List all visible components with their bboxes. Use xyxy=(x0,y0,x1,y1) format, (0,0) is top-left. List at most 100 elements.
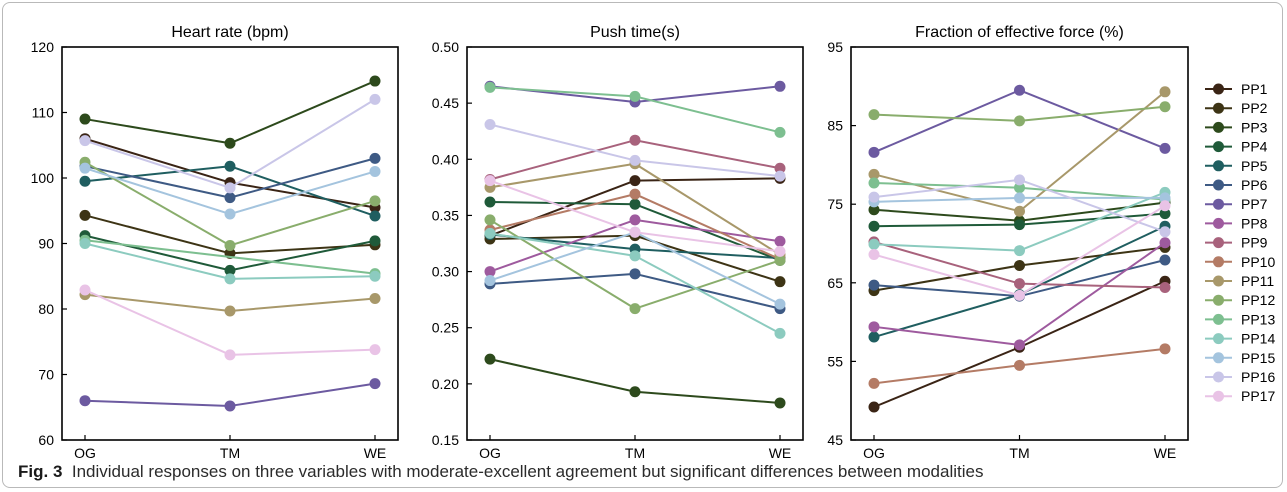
legend-marker xyxy=(1213,352,1224,364)
series-line-segment xyxy=(873,284,1020,298)
data-point xyxy=(224,273,236,285)
legend-label: PP13 xyxy=(1241,311,1275,327)
series-line-segment xyxy=(489,162,636,189)
series-pp8 xyxy=(868,237,1171,351)
series-line-segment xyxy=(229,199,376,247)
series-pp3 xyxy=(79,75,381,149)
data-point xyxy=(774,162,786,174)
y-tick-label: 45 xyxy=(827,432,843,448)
data-point xyxy=(629,386,641,398)
legend-marker xyxy=(1213,333,1224,345)
data-point xyxy=(1159,254,1171,266)
x-tick-label: WE xyxy=(364,445,387,461)
series-line-segment xyxy=(84,293,231,312)
series-line-segment xyxy=(873,325,1020,346)
data-point xyxy=(629,226,641,238)
data-point xyxy=(1014,339,1025,351)
data-point xyxy=(868,279,880,291)
data-point xyxy=(1159,192,1171,204)
data-point xyxy=(79,395,91,407)
series-line-segment xyxy=(489,234,636,241)
series-line-segment xyxy=(634,177,781,182)
series-line-segment xyxy=(634,139,781,170)
series-line-segment xyxy=(84,214,231,255)
data-point xyxy=(774,327,786,339)
series-pp14 xyxy=(484,227,786,339)
series-line-segment xyxy=(873,243,1020,252)
legend-item-pp3: PP3 xyxy=(1205,119,1268,135)
data-point xyxy=(224,349,236,361)
legend-item-pp9: PP9 xyxy=(1205,235,1268,251)
series-pp16 xyxy=(79,93,381,194)
legend-marker xyxy=(1213,237,1224,249)
data-point xyxy=(1014,219,1025,231)
legend-label: PP4 xyxy=(1241,139,1268,155)
series-line-segment xyxy=(229,348,376,356)
data-point xyxy=(484,214,496,226)
series-line-segment xyxy=(1018,91,1166,213)
series-line-segment xyxy=(873,240,1020,285)
y-tick-label: 0.25 xyxy=(432,320,459,336)
data-point xyxy=(369,75,381,87)
chart-title: Heart rate (bpm) xyxy=(171,24,288,41)
legend-label: PP1 xyxy=(1241,81,1268,97)
series-line-segment xyxy=(84,165,231,183)
legend-label: PP3 xyxy=(1241,119,1268,135)
data-point xyxy=(484,118,496,130)
data-point xyxy=(774,298,786,310)
data-point xyxy=(774,80,786,92)
series-pp9 xyxy=(868,236,1171,294)
x-tick-label: OG xyxy=(863,445,885,461)
data-point xyxy=(629,154,641,166)
data-point xyxy=(868,331,880,343)
series-line-segment xyxy=(1019,282,1166,289)
data-point xyxy=(1014,115,1025,127)
data-point xyxy=(369,210,381,222)
series-pp12 xyxy=(868,101,1171,127)
data-point xyxy=(774,170,786,182)
series-line-segment xyxy=(229,297,376,312)
legend-item-pp5: PP5 xyxy=(1205,158,1268,174)
legend-item-pp6: PP6 xyxy=(1205,177,1268,193)
series-line-segment xyxy=(873,223,1020,228)
data-point xyxy=(868,220,880,232)
data-point xyxy=(1159,101,1171,113)
data-point xyxy=(224,182,236,194)
data-point xyxy=(774,397,786,409)
data-point xyxy=(629,175,641,187)
data-point xyxy=(369,293,381,305)
y-tick-label: 0.30 xyxy=(432,264,459,280)
series-line-segment xyxy=(489,231,636,282)
legend-label: PP8 xyxy=(1241,215,1268,231)
y-tick-label: 0.20 xyxy=(432,376,459,392)
series-pp4 xyxy=(868,208,1171,232)
series-line-segment xyxy=(84,167,231,215)
series-line-segment xyxy=(229,80,376,145)
series-line-segment xyxy=(873,253,1020,297)
data-point xyxy=(79,135,91,147)
series-line-segment xyxy=(1018,204,1166,297)
caption-label: Fig. 3 xyxy=(18,462,63,481)
data-point xyxy=(224,137,236,149)
legend-label: PP5 xyxy=(1241,158,1268,174)
data-point xyxy=(868,321,880,333)
data-point xyxy=(369,344,381,356)
data-point xyxy=(1159,237,1171,249)
series-pp15 xyxy=(868,192,1171,208)
series-line-segment xyxy=(1019,191,1166,252)
series-pp14 xyxy=(868,186,1171,257)
series-line-segment xyxy=(229,275,376,280)
legend-marker xyxy=(1213,179,1224,191)
data-point xyxy=(484,175,496,187)
legend-marker xyxy=(1213,390,1224,402)
series-line-segment xyxy=(634,254,781,335)
y-tick-label: 0.15 xyxy=(432,432,459,448)
series-line-segment xyxy=(634,95,781,134)
series-line-segment xyxy=(489,272,636,285)
chart-panel-2: Push time(s) 0.15 0.20 0.25 0.30 0.35 0.40 0.45… xyxy=(432,24,804,461)
chart-title: Fraction of effective force (%) xyxy=(915,24,1124,41)
legend-label: PP14 xyxy=(1241,331,1275,347)
legend-marker xyxy=(1213,275,1224,287)
